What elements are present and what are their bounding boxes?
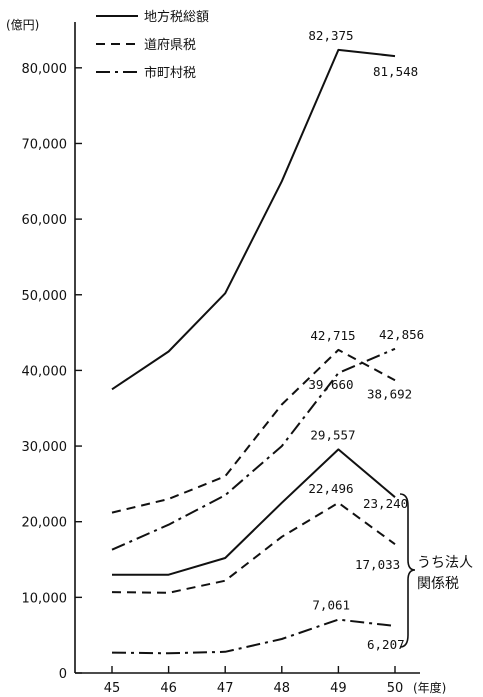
brace-shape <box>399 493 416 648</box>
series-line-6 <box>111 618 396 655</box>
y-tick-label: 40,000 <box>22 364 68 379</box>
data-label: 22,496 <box>308 481 353 496</box>
y-tick-label: 30,000 <box>22 440 68 455</box>
y-tick-label: 50,000 <box>22 289 68 304</box>
legend-label-1: 地方税総額 <box>144 9 209 25</box>
x-tick-label: 48 <box>274 681 291 696</box>
y-tick-label: 70,000 <box>22 137 68 152</box>
series-line-1 <box>111 48 396 391</box>
data-label: 39,660 <box>308 377 353 392</box>
series-line-3 <box>111 347 396 551</box>
y-tick-label: 60,000 <box>22 213 68 228</box>
data-label: 29,557 <box>310 427 355 442</box>
x-tick-label: 47 <box>217 681 234 696</box>
data-label: 17,033 <box>355 557 400 572</box>
series-line-4 <box>112 448 396 576</box>
x-tick-label: 46 <box>160 681 177 696</box>
x-tick-label: 50 <box>387 681 404 696</box>
data-label: 6,207 <box>367 637 405 652</box>
y-tick-label: 0 <box>59 667 67 682</box>
data-label: 23,240 <box>363 496 408 511</box>
series-layer <box>111 48 396 655</box>
y-tick-label: 20,000 <box>22 516 68 531</box>
legend-label-2: 道府県税 <box>144 38 196 53</box>
data-labels: 82,375 81,548 42,715 42,856 39,660 38,692 29,5… <box>308 28 424 652</box>
x-tick-label: 45 <box>104 681 121 696</box>
x-axis-label: (年度) <box>413 680 446 695</box>
brace-label-line-2: 関係税 <box>417 576 459 592</box>
series-line-5 <box>111 501 396 594</box>
data-label: 42,856 <box>379 327 424 342</box>
series-line-2 <box>111 348 396 514</box>
y-tick-label: 80,000 <box>22 62 68 77</box>
data-label: 81,548 <box>373 64 418 79</box>
axes: 0 10,000 20,000 30,000 40,000 50,000 60,000 70,… <box>6 18 446 696</box>
data-label: 42,715 <box>310 328 355 343</box>
x-tick-label: 49 <box>330 681 347 696</box>
data-label: 38,692 <box>367 386 412 401</box>
data-label: 82,375 <box>308 28 353 43</box>
y-axis-label: (億円) <box>6 18 39 32</box>
data-label: 7,061 <box>312 598 350 613</box>
y-tick-label: 10,000 <box>22 591 68 606</box>
legend-label-3: 市町村税 <box>144 65 196 81</box>
brace-label-line-1: うち法人 <box>417 555 473 571</box>
